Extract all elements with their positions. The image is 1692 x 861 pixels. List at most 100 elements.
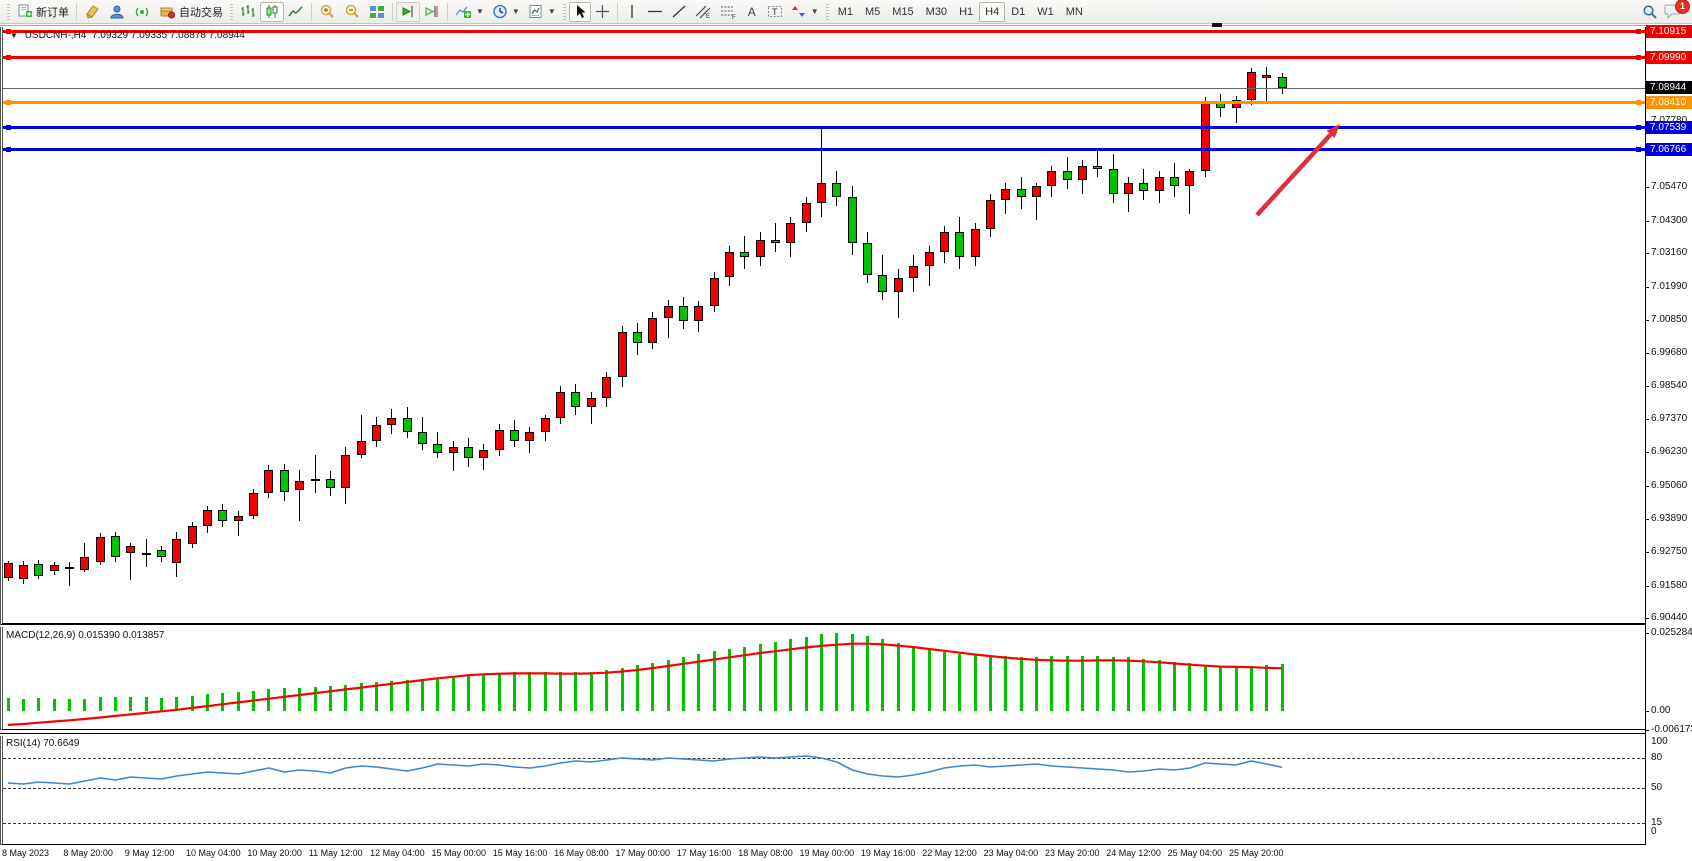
macd-histogram-bar bbox=[374, 681, 378, 711]
rsi-label: RSI(14) 70.6649 bbox=[6, 738, 80, 749]
tf-M30[interactable]: M30 bbox=[925, 5, 948, 18]
equidistant-channel-button[interactable]: E bbox=[691, 2, 716, 22]
macd-histogram-bar bbox=[804, 636, 808, 711]
time-axis-label: 12 May 04:00 bbox=[370, 848, 425, 858]
arrows-button[interactable]: ▼ bbox=[787, 2, 823, 22]
time-axis[interactable]: 8 May 2023 8 May 20:00 9 May 12:00 10 May 0… bbox=[0, 846, 1692, 861]
line-handle-left[interactable] bbox=[6, 147, 11, 153]
vertical-line-button[interactable] bbox=[621, 2, 643, 22]
line-handle-right[interactable] bbox=[1636, 100, 1641, 106]
tf-H4[interactable]: H4 bbox=[979, 1, 1006, 22]
line-handle-right[interactable] bbox=[1636, 147, 1641, 153]
tile-windows-button[interactable] bbox=[365, 2, 389, 22]
bars-chart-button[interactable] bbox=[236, 2, 260, 22]
tf-M15[interactable]: M15 bbox=[892, 5, 914, 18]
price-object-line[interactable] bbox=[3, 29, 1645, 33]
candle-body bbox=[479, 449, 489, 459]
toolbar-grip[interactable] bbox=[7, 3, 10, 20]
candle-body bbox=[1047, 171, 1057, 186]
line-handle-left[interactable] bbox=[6, 100, 11, 106]
templates-button[interactable]: ▼ bbox=[524, 2, 560, 22]
tf-W1[interactable]: W1 bbox=[1037, 5, 1054, 18]
zoom-in-button[interactable] bbox=[315, 2, 340, 22]
candle-body bbox=[157, 549, 166, 558]
candle-body bbox=[1277, 76, 1287, 88]
toolbar-grip[interactable] bbox=[562, 3, 566, 20]
candle-body bbox=[556, 391, 566, 419]
line-handle-right[interactable] bbox=[1636, 55, 1641, 61]
toolbar-grip[interactable] bbox=[825, 3, 829, 20]
candle-body bbox=[3, 562, 13, 578]
candle-body bbox=[279, 469, 289, 493]
candle-body bbox=[985, 200, 995, 229]
candle-body bbox=[1246, 72, 1256, 100]
separator-knob[interactable] bbox=[1212, 23, 1222, 27]
line-handle-left[interactable] bbox=[6, 55, 11, 61]
chart-shift-button[interactable] bbox=[420, 2, 444, 22]
text-button[interactable]: A bbox=[747, 4, 756, 19]
toolbar-grip[interactable] bbox=[230, 3, 233, 20]
line-handle-left[interactable] bbox=[6, 125, 11, 131]
market-button[interactable] bbox=[105, 2, 130, 22]
price-object-line[interactable] bbox=[3, 126, 1645, 130]
candle-body bbox=[1001, 188, 1011, 201]
indicators-button[interactable]: ▼ bbox=[451, 2, 488, 22]
candle-body bbox=[417, 432, 427, 445]
macd-histogram-bar bbox=[1280, 663, 1284, 711]
macd-histogram-bar bbox=[973, 655, 977, 711]
tf-H1[interactable]: H1 bbox=[959, 5, 974, 18]
axis-tick bbox=[1645, 187, 1649, 189]
time-axis-label: 8 May 20:00 bbox=[63, 848, 113, 858]
macd-histogram-bar bbox=[67, 699, 71, 711]
macd-histogram-bar bbox=[789, 639, 793, 711]
toolbar: 新订单 自动交易 bbox=[0, 0, 1692, 24]
autotrading-button[interactable]: 自动交易 bbox=[155, 2, 227, 22]
macd-histogram-bar bbox=[1019, 656, 1023, 711]
time-axis-label: 19 May 00:00 bbox=[799, 848, 855, 858]
panel-separator[interactable] bbox=[0, 733, 1646, 734]
line-chart-button[interactable] bbox=[284, 2, 308, 22]
price-object-line[interactable] bbox=[3, 148, 1645, 152]
macd-histogram-bar bbox=[482, 674, 486, 711]
new-order-button[interactable]: 新订单 bbox=[13, 2, 73, 22]
zoom-out-icon bbox=[345, 4, 359, 18]
search-icon[interactable] bbox=[1642, 4, 1658, 20]
cursor-button[interactable] bbox=[568, 1, 591, 22]
candle-body bbox=[771, 240, 780, 244]
rsi-level-line bbox=[3, 823, 1645, 824]
candle-wick bbox=[590, 392, 592, 424]
axis-tick-label: 7.01990 bbox=[1651, 280, 1688, 292]
new-order-icon bbox=[18, 4, 32, 17]
macd-histogram-bar bbox=[390, 680, 394, 711]
chat-button[interactable]: 1 bbox=[1664, 0, 1690, 21]
price-object-line[interactable] bbox=[3, 101, 1645, 105]
axis-tick-label: 6.99680 bbox=[1651, 347, 1688, 359]
candle-body bbox=[141, 553, 151, 556]
price-object-line[interactable] bbox=[3, 56, 1645, 60]
zoom-out-button[interactable] bbox=[340, 2, 365, 22]
collapse-arrow-icon[interactable]: ▼ bbox=[10, 31, 18, 40]
metaeditor-button[interactable] bbox=[80, 2, 105, 22]
tf-MN[interactable]: MN bbox=[1065, 5, 1083, 18]
trendline-button[interactable] bbox=[667, 2, 691, 22]
candle-body bbox=[1154, 177, 1164, 192]
text-label-button[interactable]: T bbox=[763, 2, 787, 22]
line-handle-right[interactable] bbox=[1636, 125, 1641, 131]
auto-scroll-button[interactable] bbox=[396, 1, 420, 22]
crosshair-button[interactable] bbox=[591, 2, 614, 22]
macd-axis-tick bbox=[1645, 730, 1649, 732]
horizontal-line-button[interactable] bbox=[643, 2, 667, 22]
macd-histogram-bar bbox=[1004, 656, 1008, 711]
signals-button[interactable] bbox=[130, 2, 155, 22]
periods-button[interactable]: ▼ bbox=[488, 2, 524, 22]
tf-M5[interactable]: M5 bbox=[864, 5, 881, 18]
line-handle-right[interactable] bbox=[1636, 28, 1641, 34]
tf-M1[interactable]: M1 bbox=[837, 5, 853, 18]
fibonacci-button[interactable]: F bbox=[716, 2, 741, 22]
tf-D1[interactable]: D1 bbox=[1011, 5, 1026, 18]
time-axis-label: 10 May 04:00 bbox=[186, 848, 241, 858]
line-handle-left[interactable] bbox=[6, 28, 11, 34]
candle-body bbox=[540, 418, 550, 433]
candles-chart-button[interactable] bbox=[260, 1, 284, 22]
